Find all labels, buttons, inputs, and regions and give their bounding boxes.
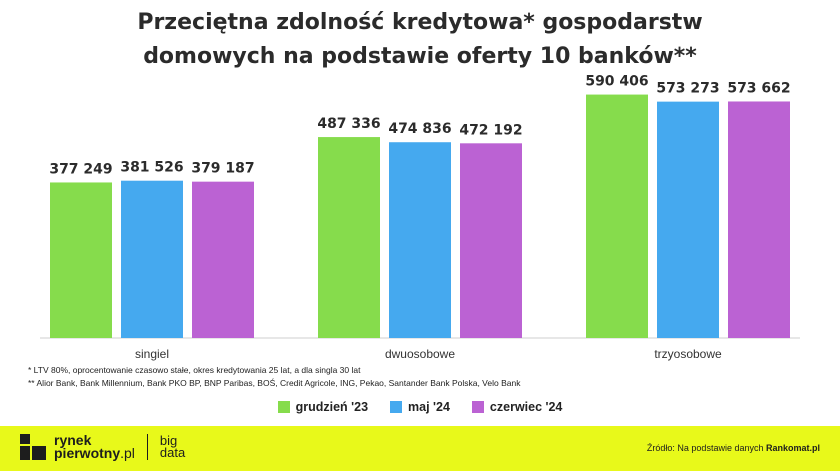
category-label-trzyosobowe: trzyosobowe [654, 347, 722, 361]
source-prefix: Źródło: Na podstawie danych [646, 443, 766, 453]
legend-swatch-grudzien [277, 401, 290, 413]
data-label-singiel-czerwiec: 379 187 [191, 161, 254, 177]
bar-dwuosobowe-grudzien [318, 137, 380, 338]
bigdata-line-2: data [159, 445, 186, 460]
chart-title-line-2: domowych na podstawie oferty 10 banków** [143, 44, 697, 69]
data-label-dwuosobowe-grudzien: 487 336 [317, 116, 380, 132]
bar-trzyosobowe-maj [657, 101, 719, 338]
footer-bar: rynek pierwotny.pl big data Źródło: Na p… [0, 426, 840, 471]
bigdata-logo: big data [159, 433, 186, 460]
data-label-dwuosobowe-maj: 474 836 [388, 121, 451, 137]
footnote-banks: ** Alior Bank, Bank Millennium, Bank PKO… [28, 378, 521, 388]
chart-title: Przeciętna zdolność kredytowa* gospodars… [0, 6, 840, 74]
data-label-trzyosobowe-czerwiec: 573 662 [727, 80, 790, 96]
category-label-dwuosobowe: dwuosobowe [385, 347, 455, 361]
bar-dwuosobowe-czerwiec [460, 143, 522, 338]
brand-name: rynek pierwotny.pl [54, 432, 135, 461]
legend-label-grudzien: grudzień '23 [295, 400, 369, 414]
legend-item-maj: maj '24 [390, 400, 450, 414]
bar-singiel-grudzien [50, 182, 112, 338]
footnote-ltv: * LTV 80%, oprocentowanie czasowo stałe,… [28, 365, 361, 375]
brand-suffix: .pl [120, 445, 135, 461]
data-label-singiel-grudzien: 377 249 [49, 161, 112, 177]
legend-label-czerwiec: czerwiec '24 [489, 400, 563, 414]
source-name: Rankomat.pl [765, 443, 820, 453]
bar-singiel-maj [121, 180, 183, 338]
chart-legend: grudzień '23 maj '24 czerwiec '24 [0, 400, 840, 414]
brand-separator [146, 434, 148, 460]
data-label-trzyosobowe-grudzien: 590 406 [585, 74, 648, 90]
brand-icon [20, 434, 46, 460]
category-label-singiel: singiel [135, 347, 169, 361]
data-label-trzyosobowe-maj: 573 273 [656, 81, 719, 97]
legend-item-grudzien: grudzień '23 [277, 400, 369, 414]
data-label-singiel-maj: 381 526 [120, 160, 183, 176]
brand-logo: rynek pierwotny.pl big data [20, 432, 186, 461]
data-label-dwuosobowe-czerwiec: 472 192 [459, 122, 522, 138]
legend-swatch-czerwiec [471, 401, 484, 413]
legend-swatch-maj [390, 401, 403, 413]
footnotes: * LTV 80%, oprocentowanie czasowo stałe,… [28, 364, 520, 390]
legend-item-czerwiec: czerwiec '24 [471, 400, 563, 414]
source-note: Źródło: Na podstawie danych Rankomat.pl [647, 443, 820, 453]
bar-singiel-czerwiec [192, 181, 254, 338]
bigdata-line-1: big [159, 433, 178, 448]
brand-line-2: pierwotny [54, 445, 121, 461]
brand-line-1: rynek [54, 432, 92, 448]
legend-label-maj: maj '24 [408, 400, 450, 414]
bar-trzyosobowe-czerwiec [728, 101, 790, 338]
bar-dwuosobowe-maj [389, 142, 451, 338]
chart-title-line-1: Przeciętna zdolność kredytowa* gospodars… [137, 10, 703, 35]
bar-trzyosobowe-grudzien [586, 94, 648, 338]
